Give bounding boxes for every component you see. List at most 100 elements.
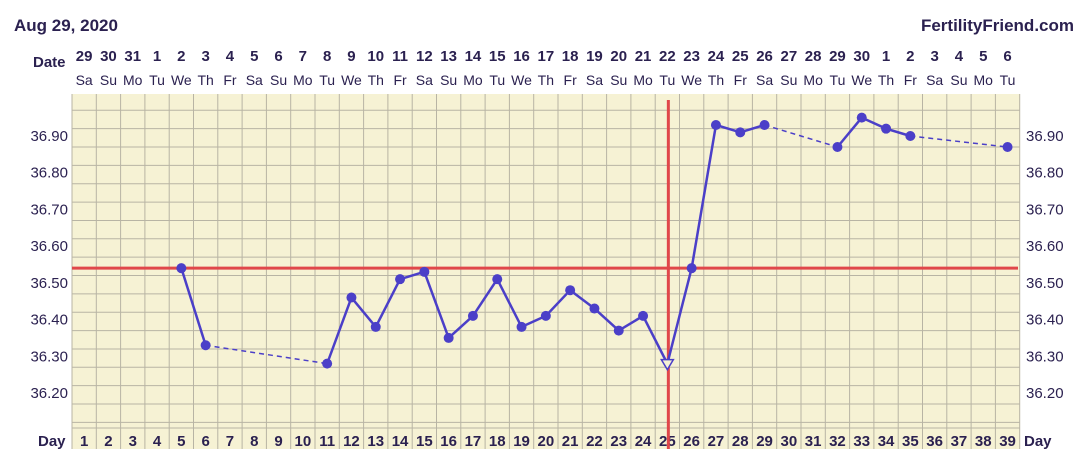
- y-tick-label-right: 36.40: [1026, 312, 1064, 329]
- temp-point: [735, 127, 746, 138]
- y-tick-label-right: 36.90: [1026, 128, 1064, 145]
- weekday-label: Mo: [633, 72, 653, 88]
- weekday-label: Sa: [76, 72, 93, 88]
- day-row-label-right: Day: [1024, 433, 1052, 449]
- weekday-label: We: [341, 72, 362, 88]
- date-label: 3: [930, 48, 938, 65]
- weekday-label: Su: [950, 72, 967, 88]
- date-label: 12: [416, 48, 433, 65]
- temp-point: [638, 310, 649, 321]
- temp-point: [710, 119, 721, 130]
- temp-segment: [423, 271, 450, 339]
- temp-point: [686, 263, 697, 274]
- day-number: 29: [756, 433, 773, 449]
- temp-point: [419, 266, 430, 277]
- temp-point: [832, 142, 843, 153]
- temp-segment: [180, 267, 207, 346]
- day-number: 22: [586, 433, 603, 449]
- day-number: 7: [226, 433, 234, 449]
- day-number: 23: [610, 433, 627, 449]
- day-number: 35: [902, 433, 919, 449]
- temp-point: [322, 358, 333, 369]
- day-number: 27: [708, 433, 725, 449]
- day-number: 38: [975, 433, 992, 449]
- y-tick-label-left: 36.30: [30, 348, 68, 365]
- date-label: 1: [153, 48, 161, 65]
- temp-point: [881, 123, 892, 134]
- y-tick-label-left: 36.20: [30, 385, 68, 402]
- y-tick-label-right: 36.70: [1026, 201, 1064, 218]
- temp-point: [516, 321, 527, 332]
- date-label: 25: [732, 48, 749, 65]
- date-label: 30: [853, 48, 870, 65]
- temp-segment: [205, 344, 328, 365]
- weekday-label: Mo: [463, 72, 483, 88]
- temp-point: [613, 325, 624, 336]
- weekday-label: Sa: [246, 72, 263, 88]
- weekday-label: Th: [878, 72, 894, 88]
- day-number: 17: [465, 433, 482, 449]
- plot-area: 29 30 31 1 2 3 4 5 6 7 8 9 10 11 12 13 14 15 16 17 18 19 20 21 2…: [30, 48, 1064, 449]
- date-label: 13: [440, 48, 457, 65]
- temp-segment: [764, 124, 838, 148]
- temp-point: [1002, 142, 1013, 153]
- temp-point: [200, 340, 211, 351]
- date-label: 6: [274, 48, 282, 65]
- temp-point: [443, 332, 454, 343]
- weekday-label: Th: [197, 72, 213, 88]
- day-number: 13: [367, 433, 384, 449]
- weekday-label: Tu: [1000, 72, 1016, 88]
- y-tick-label-left: 36.50: [30, 275, 68, 292]
- temp-point: [176, 263, 187, 274]
- weekday-label: Su: [440, 72, 457, 88]
- day-number: 3: [129, 433, 137, 449]
- date-label: 19: [586, 48, 603, 65]
- chart-date: Aug 29, 2020: [14, 16, 118, 35]
- y-tick-label-left: 36.70: [30, 201, 68, 218]
- temp-segment: [350, 296, 377, 328]
- date-label: 27: [781, 48, 798, 65]
- temp-segment: [325, 297, 353, 365]
- weekday-label: Su: [270, 72, 287, 88]
- y-tick-label-left: 36.60: [30, 238, 68, 255]
- weekday-label: We: [851, 72, 872, 88]
- weekday-label: Fr: [564, 72, 578, 88]
- day-number: 34: [878, 433, 895, 449]
- date-label: 1: [882, 48, 890, 65]
- date-label: 5: [250, 48, 258, 65]
- temp-point: [370, 321, 381, 332]
- day-number: 11: [319, 433, 335, 449]
- date-label: 23: [683, 48, 700, 65]
- weekday-label: Su: [610, 72, 627, 88]
- date-label: 8: [323, 48, 331, 65]
- day-number: 33: [853, 433, 870, 449]
- day-number: 21: [562, 433, 579, 449]
- temp-point: [395, 274, 406, 285]
- date-label: 28: [805, 48, 822, 65]
- temp-point: [589, 303, 600, 314]
- day-row-label-left: Day: [38, 433, 66, 449]
- weekday-label: We: [681, 72, 702, 88]
- date-label: 17: [538, 48, 555, 65]
- weekday-label: Sa: [926, 72, 943, 88]
- y-tick-label-left: 36.90: [30, 128, 68, 145]
- date-label: 2: [177, 48, 185, 65]
- weekday-label: Mo: [974, 72, 994, 88]
- date-label: 4: [955, 48, 964, 65]
- date-label: 24: [708, 48, 725, 65]
- date-label: 29: [76, 48, 93, 65]
- temp-point: [905, 131, 916, 141]
- date-label: 18: [562, 48, 579, 65]
- temp-point: [346, 292, 357, 303]
- day-number: 5: [177, 433, 185, 449]
- temp-segment: [447, 314, 474, 339]
- y-tick-label-right: 36.20: [1026, 385, 1064, 402]
- temp-segment: [496, 278, 523, 328]
- date-label: 5: [979, 48, 987, 65]
- y-tick-label-left: 36.80: [30, 165, 68, 182]
- weekday-label: Tu: [659, 72, 675, 88]
- brand-label: FertilityFriend.com: [921, 16, 1074, 35]
- weekday-label: We: [171, 72, 192, 88]
- date-label: 20: [610, 48, 627, 65]
